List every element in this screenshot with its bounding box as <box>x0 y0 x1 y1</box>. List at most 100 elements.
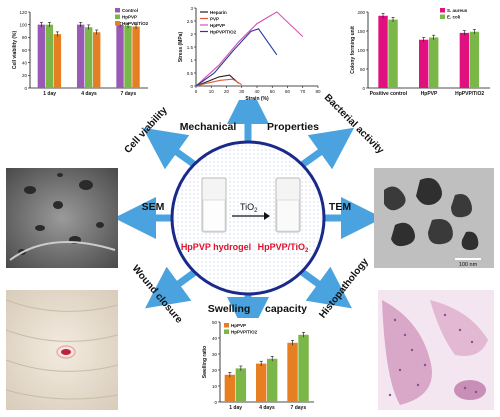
y-tick-label: 0 <box>190 84 193 89</box>
arrow-wound <box>145 266 198 309</box>
bar <box>459 32 470 88</box>
y-tick-label: 1.5 <box>187 45 194 50</box>
bar <box>388 19 398 89</box>
label-properties: Properties <box>267 121 319 133</box>
x-tick-label: 80 <box>315 89 321 94</box>
x-tick-label: 1 day <box>229 405 242 411</box>
y-tick-label: 50 <box>212 320 218 325</box>
y-tick-label: 150 <box>357 29 365 34</box>
hpvp-hydrogel-label: HpPVP hydrogel <box>181 242 251 252</box>
legend-swatch <box>115 8 120 13</box>
bar <box>267 358 278 402</box>
x-tick-label: 4 days <box>259 405 275 411</box>
x-tick-label: 70 <box>300 89 306 94</box>
series-line <box>195 78 243 87</box>
x-tick-label: 60 <box>285 89 291 94</box>
legend-swatch <box>115 21 120 26</box>
legend-label: HpPVP <box>210 23 225 28</box>
bar <box>224 374 236 402</box>
legend-label: S. aureus <box>447 8 468 13</box>
y-axis-label: Stress (MPa) <box>178 32 184 63</box>
chart-swelling: 0 10 20 30 40 50 Swelling ratio 1 day 4 days 7 da… <box>194 318 320 416</box>
legend-swatch <box>440 14 445 19</box>
y-tick-label: 0 <box>362 86 365 91</box>
chart-mechanical: 0 0.5 1 1.5 2 2.5 3 Stress (MPa) 0 10 20 30 40 50 60 70… <box>174 4 324 102</box>
arrow-cell-viability <box>142 127 198 170</box>
series-line <box>195 74 240 87</box>
bar <box>45 24 54 89</box>
y-tick-label: 2 <box>190 32 193 37</box>
legend-label: E. coli <box>447 15 460 20</box>
bar <box>116 24 124 89</box>
label-tem: TEM <box>329 201 351 213</box>
x-tick-label: 10 <box>209 89 215 94</box>
chart-bacterial: 0 50 100 150 200 Colony forming unit Positive … <box>342 8 496 102</box>
y-tick-label: 10 <box>212 384 218 389</box>
x-tick-label: 30 <box>239 89 245 94</box>
label-cell-viability: Cell viability <box>123 105 171 156</box>
bar <box>132 26 140 88</box>
y-tick-label: 2.5 <box>187 19 194 24</box>
x-tick-label: 7 days <box>121 91 137 97</box>
tem-scale-label: 100 nm <box>459 262 478 268</box>
x-tick-label: 50 <box>270 89 276 94</box>
bar <box>124 25 132 88</box>
x-tick-label: 7 days <box>291 405 307 411</box>
series-line <box>195 11 304 87</box>
y-tick-label: 3 <box>190 6 193 11</box>
bar <box>77 24 85 89</box>
legend-label: HpPVP <box>231 323 246 328</box>
legend-label: HpPVP <box>122 15 137 20</box>
x-tick-label: 4 days <box>81 91 97 97</box>
x-tick-label: HpPVP/TiO2 <box>455 91 484 97</box>
legend-label: HpPVP/TiO2 <box>210 29 237 34</box>
y-tick-label: 20 <box>22 73 28 78</box>
y-tick-label: 0.5 <box>187 71 194 76</box>
bar <box>85 27 93 88</box>
y-axis-label: Swelling ratio <box>202 346 208 379</box>
chart-cell-viability: 0 20 40 60 80 100 120 Cell viability (%) 1 day 4 … <box>4 8 154 102</box>
bar <box>298 334 309 402</box>
y-tick-label: 80 <box>22 35 28 40</box>
legend-label: HpPVP/TiO2 <box>231 330 258 335</box>
sem-image <box>6 168 118 268</box>
x-tick-label: 1 day <box>43 91 56 97</box>
y-tick-label: 40 <box>212 336 218 341</box>
label-mechanical: Mechanical <box>180 121 237 133</box>
y-tick-label: 0 <box>214 400 217 405</box>
wound-image <box>5 290 119 410</box>
series-line <box>195 28 278 87</box>
y-tick-label: 20 <box>212 368 218 373</box>
label-capacity: capacity <box>265 303 307 315</box>
label-swelling: Swelling <box>208 303 251 315</box>
y-tick-label: 50 <box>360 67 366 72</box>
legend-swatch <box>224 323 229 328</box>
bar <box>419 39 429 88</box>
arrow-bacterial <box>299 127 355 170</box>
x-tick-label: Positive control <box>370 91 408 97</box>
y-axis-label: Colony forming unit <box>350 26 356 74</box>
bar <box>378 15 388 88</box>
label-wound-closure: Wound closure <box>130 263 185 326</box>
bar <box>287 342 298 402</box>
bar <box>469 31 480 88</box>
x-tick-label: 0 <box>195 89 198 94</box>
y-tick-label: 100 <box>19 22 27 27</box>
x-tick-label: 40 <box>254 89 260 94</box>
y-tick-label: 40 <box>22 60 28 65</box>
bar <box>235 368 247 402</box>
hpvp-tio2-label: HpPVP/TiO2 <box>258 242 309 254</box>
legend-label: HpPVP/TiO2 <box>122 21 149 26</box>
x-tick-label: 20 <box>224 89 230 94</box>
x-tick-label: HpPVP <box>421 91 438 97</box>
legend-swatch <box>440 8 445 13</box>
tio2-label: TiO2 <box>240 202 258 214</box>
tem-image: 100 nm <box>374 168 494 268</box>
legend-label: Control <box>122 8 138 13</box>
legend-swatch <box>115 14 120 19</box>
bar <box>256 363 267 402</box>
y-tick-label: 1 <box>190 58 193 63</box>
arrow-histo <box>299 266 352 309</box>
histopathology-image <box>378 290 494 410</box>
